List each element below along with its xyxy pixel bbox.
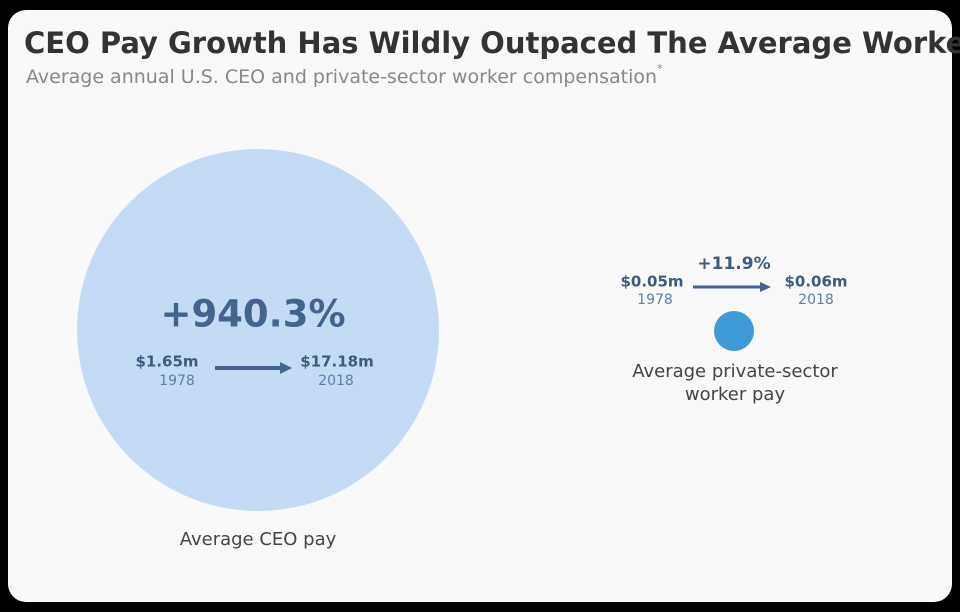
arrow-head xyxy=(760,282,771,292)
subtitle-text: Average annual U.S. CEO and private-sect… xyxy=(26,66,657,88)
title: CEO Pay Growth Has Wildly Outpaced The A… xyxy=(24,26,960,60)
footnote-marker: * xyxy=(657,62,663,75)
from-value: $0.05m xyxy=(620,273,683,291)
to-value: $17.18m xyxy=(300,353,374,371)
from-value: $1.65m xyxy=(135,353,198,371)
from-year: 1978 xyxy=(637,292,673,308)
label: Average CEO pay xyxy=(180,529,337,550)
to-year: 2018 xyxy=(318,373,354,389)
label: Average private-sector xyxy=(632,361,838,382)
worker-circle xyxy=(714,311,754,351)
subtitle: Average annual U.S. CEO and private-sect… xyxy=(26,62,663,88)
change: +11.9% xyxy=(697,254,770,274)
to-year: 2018 xyxy=(798,292,834,308)
arrow-head xyxy=(280,362,292,374)
from-year: 1978 xyxy=(159,373,195,389)
label: worker pay xyxy=(685,384,786,405)
change: +940.3% xyxy=(160,293,345,336)
ceo-circle xyxy=(77,149,439,511)
to-value: $0.06m xyxy=(784,273,847,291)
